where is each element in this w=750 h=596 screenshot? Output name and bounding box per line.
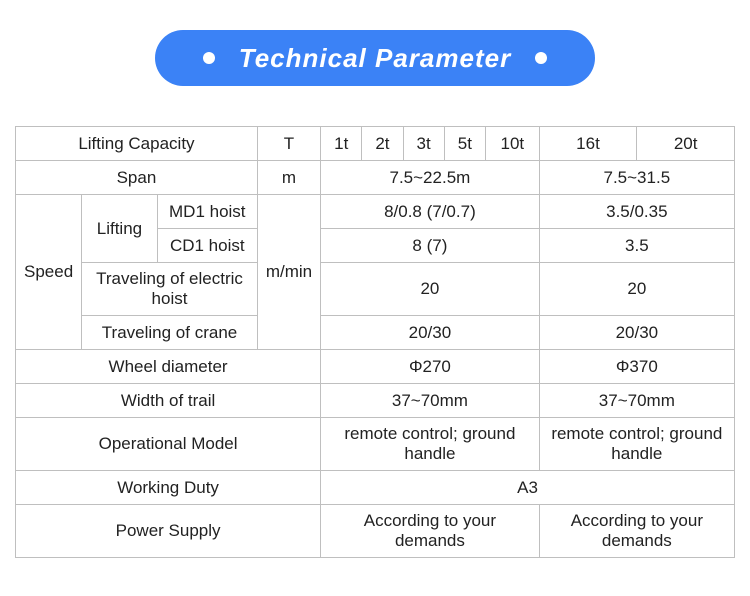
cell-travel-crane-label: Traveling of crane: [82, 316, 258, 350]
cell-opmodel-a: remote control; ground handle: [321, 418, 540, 471]
cell-power-a: According to your demands: [321, 505, 540, 558]
row-span: Span m 7.5~22.5m 7.5~31.5: [16, 161, 735, 195]
cell-md1-b: 3.5/0.35: [539, 195, 734, 229]
cell-wheel-label: Wheel diameter: [16, 350, 321, 384]
cell-lifting-capacity-label: Lifting Capacity: [16, 127, 258, 161]
row-speed-travel-crane: Traveling of crane 20/30 20/30: [16, 316, 735, 350]
row-speed-md1: Speed Lifting MD1 hoist m/min 8/0.8 (7/0…: [16, 195, 735, 229]
cell-lc-1t: 1t: [321, 127, 362, 161]
dot-right-icon: [535, 52, 547, 64]
cell-lc-2t: 2t: [362, 127, 403, 161]
cell-span-a: 7.5~22.5m: [321, 161, 540, 195]
cell-speed-label: Speed: [16, 195, 82, 350]
cell-md1-a: 8/0.8 (7/0.7): [321, 195, 540, 229]
cell-lifting-capacity-unit: T: [257, 127, 320, 161]
cell-cd1-label: CD1 hoist: [157, 229, 257, 263]
cell-speed-unit: m/min: [257, 195, 320, 350]
cell-span-b: 7.5~31.5: [539, 161, 734, 195]
cell-wheel-b: Φ370: [539, 350, 734, 384]
row-operational-model: Operational Model remote control; ground…: [16, 418, 735, 471]
cell-lc-5t: 5t: [444, 127, 485, 161]
dot-left-icon: [203, 52, 215, 64]
header-title: Technical Parameter: [239, 43, 511, 74]
cell-cd1-b: 3.5: [539, 229, 734, 263]
cell-cd1-a: 8 (7): [321, 229, 540, 263]
cell-lc-20t: 20t: [637, 127, 735, 161]
cell-lc-3t: 3t: [403, 127, 444, 161]
row-speed-travel-hoist: Traveling of electric hoist 20 20: [16, 263, 735, 316]
cell-travel-crane-b: 20/30: [539, 316, 734, 350]
cell-span-label: Span: [16, 161, 258, 195]
cell-md1-label: MD1 hoist: [157, 195, 257, 229]
cell-travel-hoist-label: Traveling of electric hoist: [82, 263, 258, 316]
cell-power-b: According to your demands: [539, 505, 734, 558]
row-working-duty: Working Duty A3: [16, 471, 735, 505]
cell-opmodel-b: remote control; ground handle: [539, 418, 734, 471]
cell-duty-val: A3: [321, 471, 735, 505]
cell-travel-hoist-b: 20: [539, 263, 734, 316]
cell-wheel-a: Φ270: [321, 350, 540, 384]
cell-trail-b: 37~70mm: [539, 384, 734, 418]
spec-table: Lifting Capacity T 1t 2t 3t 5t 10t 16t 2…: [15, 126, 735, 558]
row-wheel-diameter: Wheel diameter Φ270 Φ370: [16, 350, 735, 384]
row-width-trail: Width of trail 37~70mm 37~70mm: [16, 384, 735, 418]
cell-duty-label: Working Duty: [16, 471, 321, 505]
cell-speed-lifting-label: Lifting: [82, 195, 158, 263]
cell-span-unit: m: [257, 161, 320, 195]
row-power-supply: Power Supply According to your demands A…: [16, 505, 735, 558]
cell-lc-16t: 16t: [539, 127, 637, 161]
cell-travel-hoist-a: 20: [321, 263, 540, 316]
cell-travel-crane-a: 20/30: [321, 316, 540, 350]
cell-trail-label: Width of trail: [16, 384, 321, 418]
cell-lc-10t: 10t: [485, 127, 539, 161]
cell-trail-a: 37~70mm: [321, 384, 540, 418]
cell-power-label: Power Supply: [16, 505, 321, 558]
cell-opmodel-label: Operational Model: [16, 418, 321, 471]
header-pill: Technical Parameter: [155, 30, 595, 86]
row-lifting-capacity: Lifting Capacity T 1t 2t 3t 5t 10t 16t 2…: [16, 127, 735, 161]
